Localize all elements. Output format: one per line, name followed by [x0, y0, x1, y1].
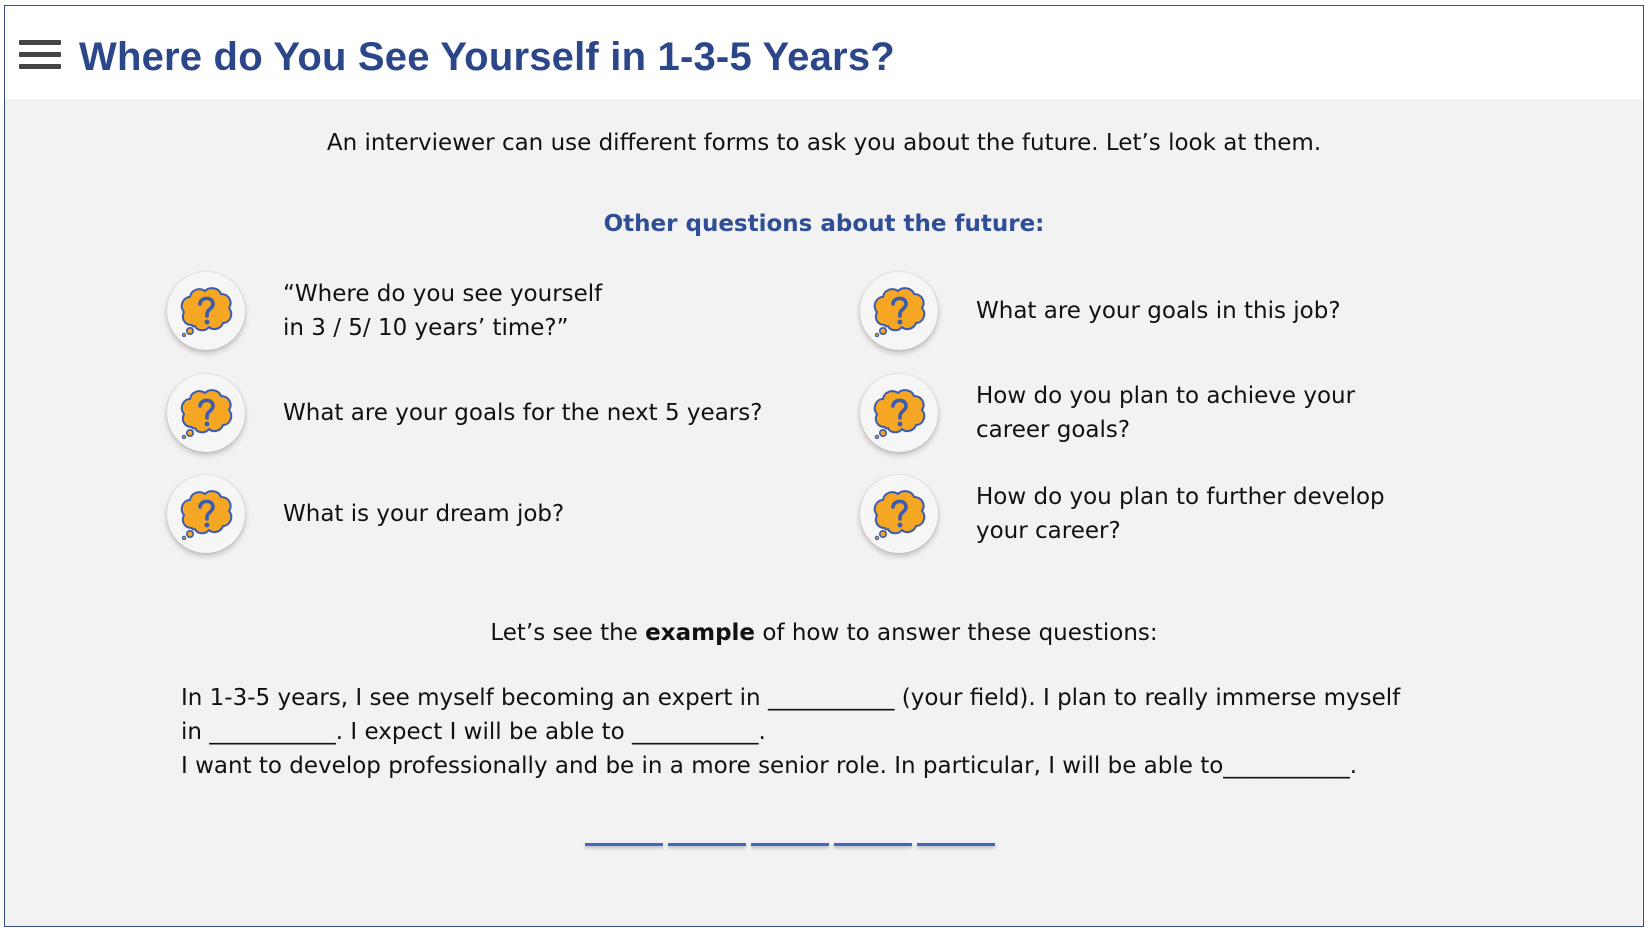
- question-item-3: What is your dream job?: [167, 475, 564, 553]
- question-bubble-icon: [860, 475, 938, 553]
- section-title: Other questions about the future:: [603, 211, 1045, 237]
- progress-segment[interactable]: [834, 843, 912, 846]
- question-item-5: How do you plan to achieve your career g…: [860, 374, 1355, 452]
- example-intro-after: of how to answer these questions:: [755, 620, 1158, 646]
- page-title: Where do You See Yourself in 1-3-5 Years…: [79, 35, 895, 79]
- intro-text: An interviewer can use different forms t…: [326, 130, 1322, 156]
- question-bubble-icon: [167, 374, 245, 452]
- question-text: What are your goals in this job?: [976, 298, 1341, 324]
- progress-segment[interactable]: [917, 843, 995, 846]
- question-text: What is your dream job?: [283, 501, 565, 527]
- question-text: How do you plan to further develop your …: [976, 484, 1385, 544]
- question-bubble-icon: [167, 272, 245, 350]
- hamburger-menu-icon[interactable]: [19, 40, 61, 72]
- question-item-2: What are your goals for the next 5 years…: [167, 374, 762, 452]
- question-bubble-icon: [860, 272, 938, 350]
- question-item-1: “Where do you see yourself in 3 / 5/ 10 …: [167, 272, 602, 350]
- slide-progress-bar: [585, 843, 995, 846]
- progress-segment[interactable]: [585, 843, 663, 846]
- question-item-4: What are your goals in this job?: [860, 272, 1341, 350]
- question-text: How do you plan to achieve your career g…: [976, 383, 1356, 443]
- example-line-1: In 1-3-5 years, I see myself becoming an…: [181, 685, 1401, 745]
- example-intro-before: Let’s see the: [490, 620, 646, 646]
- example-answer: In 1-3-5 years, I see myself becoming an…: [181, 681, 1421, 783]
- example-intro-bold: example: [645, 620, 756, 646]
- slide-content: An interviewer can use different forms t…: [5, 99, 1643, 927]
- question-bubble-icon: [860, 374, 938, 452]
- question-text: What are your goals for the next 5 years…: [283, 400, 763, 426]
- example-line-2: I want to develop professionally and be …: [181, 753, 1358, 779]
- slide-frame: Where do You See Yourself in 1-3-5 Years…: [4, 5, 1644, 927]
- question-item-6: How do you plan to further develop your …: [860, 475, 1385, 553]
- header: Where do You See Yourself in 1-3-5 Years…: [5, 6, 1643, 99]
- progress-segment[interactable]: [668, 843, 746, 846]
- question-text: “Where do you see yourself in 3 / 5/ 10 …: [283, 281, 603, 341]
- question-bubble-icon: [167, 475, 245, 553]
- example-intro: Let’s see the example of how to answer t…: [5, 620, 1643, 646]
- progress-segment[interactable]: [751, 843, 829, 846]
